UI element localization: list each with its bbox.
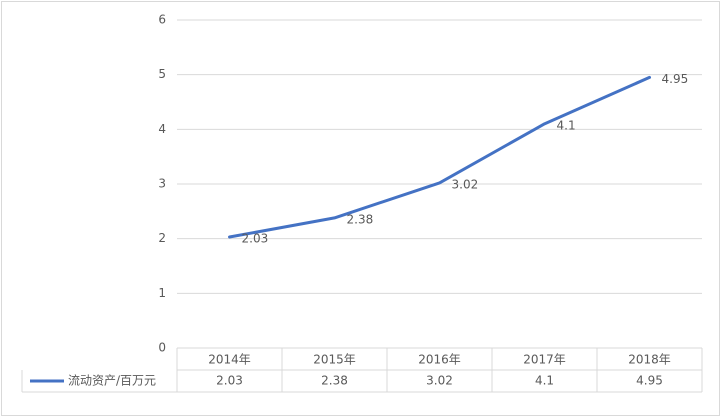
table-value: 4.1 — [535, 374, 554, 388]
x-tick-label: 2017年 — [523, 353, 566, 367]
x-tick-label: 2016年 — [418, 353, 461, 367]
y-tick-label: 5 — [158, 67, 166, 81]
data-label: 4.1 — [557, 118, 576, 132]
y-tick-label: 4 — [158, 122, 166, 136]
data-label: 4.95 — [662, 72, 689, 86]
table-value: 2.03 — [216, 374, 243, 388]
data-label: 2.03 — [242, 232, 269, 246]
table-value: 2.38 — [321, 374, 348, 388]
x-tick-label: 2015年 — [313, 353, 356, 367]
table-value: 4.95 — [636, 374, 663, 388]
y-tick-label: 1 — [158, 286, 166, 300]
y-tick-label: 0 — [158, 341, 166, 355]
data-label: 2.38 — [347, 212, 374, 226]
y-tick-label: 2 — [158, 231, 166, 245]
table-value: 3.02 — [426, 374, 453, 388]
y-tick-label: 6 — [158, 13, 166, 27]
data-label: 3.02 — [452, 177, 479, 191]
legend-label: 流动资产/百万元 — [68, 374, 156, 388]
series-line — [228, 75, 651, 239]
y-tick-label: 3 — [158, 177, 166, 191]
x-tick-label: 2014年 — [208, 353, 251, 367]
x-tick-label: 2018年 — [628, 353, 671, 367]
